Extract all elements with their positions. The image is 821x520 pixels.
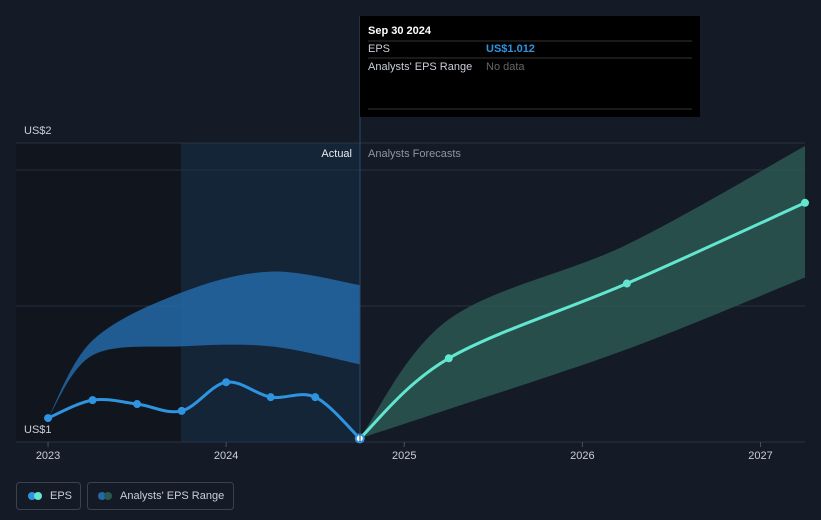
x-tick-label: 2027 (748, 450, 772, 462)
legend-label: Analysts' EPS Range (120, 490, 224, 502)
legend-label: EPS (50, 490, 72, 502)
tooltip-date: Sep 30 2024 (368, 25, 432, 37)
past-shade (16, 143, 181, 442)
tooltip-value: US$1.012 (486, 43, 535, 55)
eps-point (222, 378, 231, 387)
forecast-label: Analysts Forecasts (368, 148, 461, 160)
tooltip-label: EPS (368, 43, 390, 55)
eps-point (133, 400, 142, 409)
tooltip-value: No data (486, 61, 525, 73)
eps-point (801, 198, 809, 207)
y-tick-label: US$1 (24, 424, 52, 436)
eps-point (44, 414, 53, 423)
legend-swatch (104, 492, 112, 500)
legend-swatch (34, 492, 42, 500)
eps-line (358, 201, 806, 440)
tooltip (360, 16, 700, 117)
eps-point (177, 406, 186, 415)
legend-item[interactable] (87, 482, 234, 510)
eps-point (88, 396, 97, 405)
range-area (359, 145, 805, 439)
range-area (48, 271, 360, 419)
eps-point (266, 393, 275, 402)
legend-swatch (28, 492, 36, 500)
legend-item[interactable] (16, 482, 81, 510)
eps-point (622, 279, 631, 288)
x-tick-label: 2023 (36, 450, 60, 462)
x-tick-label: 2026 (570, 450, 594, 462)
eps-point (444, 354, 453, 363)
legend-swatch (98, 492, 106, 500)
actual-label: Actual (321, 148, 352, 160)
eps-point (311, 393, 320, 402)
y-tick-label: US$2 (24, 125, 52, 137)
tooltip-label: Analysts' EPS Range (368, 61, 472, 73)
x-tick-label: 2025 (392, 450, 416, 462)
x-tick-label: 2024 (214, 450, 238, 462)
